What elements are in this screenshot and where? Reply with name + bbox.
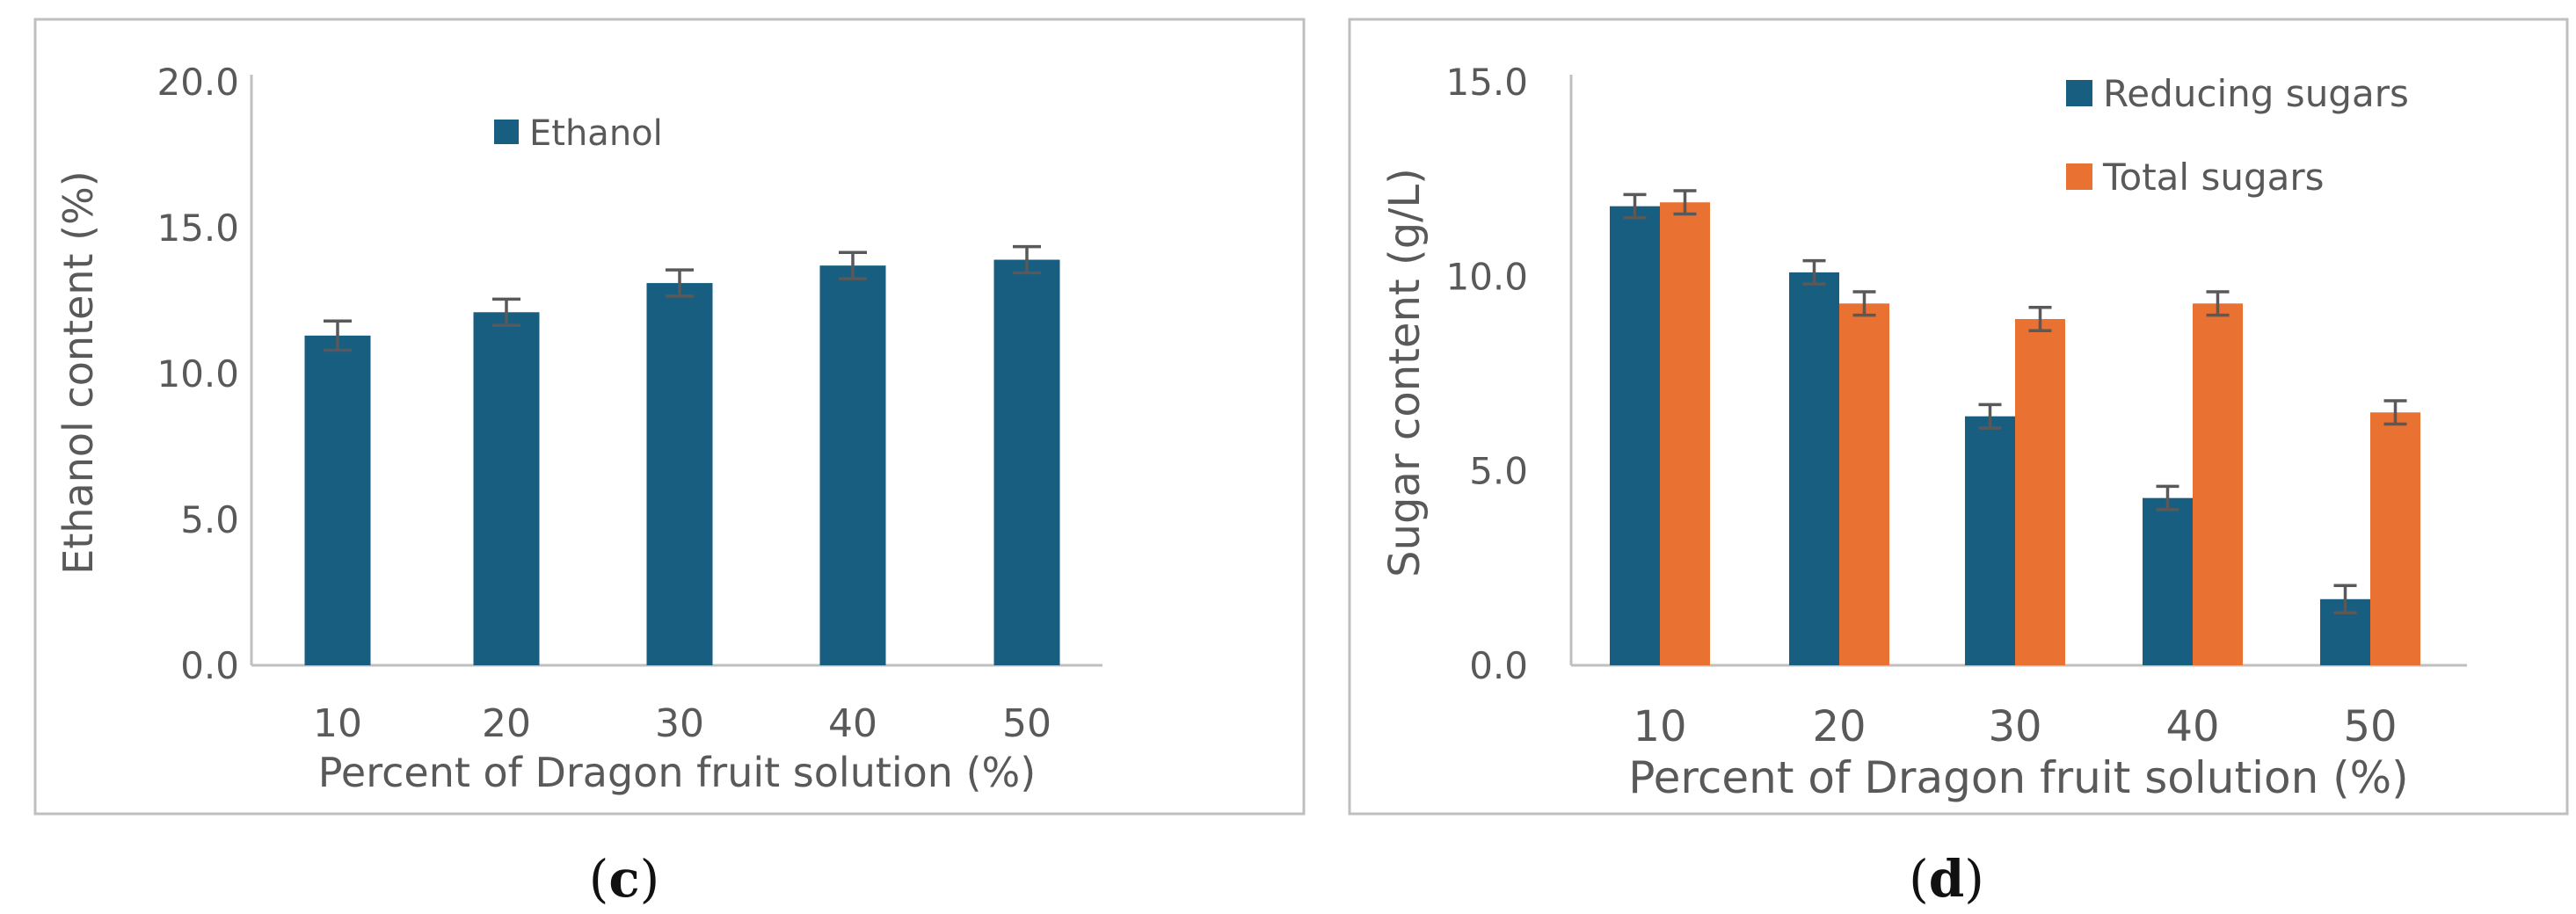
panel-label-paren: ( [589, 849, 609, 909]
panel-label-paren: ) [640, 849, 660, 909]
x-tick-label: 30 [1988, 702, 2041, 751]
legend-label-total-sugars: Total sugars [2102, 156, 2325, 199]
y-tick-label: 10.0 [156, 352, 239, 395]
chart-frame-undefined [33, 18, 1306, 816]
y-tick-label: 0.0 [1469, 644, 1528, 687]
bar-ethanol [819, 265, 886, 665]
bar-ethanol [304, 335, 371, 665]
y-axis-title: Sugar content (g/L) [1380, 168, 1430, 577]
bar-reducing-sugars [1789, 272, 1839, 665]
x-tick-label: 30 [655, 701, 704, 746]
x-tick-label: 50 [2343, 702, 2397, 751]
panel-label: (c) [589, 849, 660, 909]
bar-total-sugars [1839, 303, 1889, 665]
y-tick-label: 5.0 [1469, 450, 1528, 493]
y-tick-label: 20.0 [156, 61, 239, 104]
x-tick-label: 50 [1002, 701, 1052, 746]
bar-total-sugars [2015, 319, 2065, 665]
x-tick-label: 20 [482, 701, 531, 746]
y-tick-label: 15.0 [1445, 61, 1528, 104]
chart-frame-undefined [1348, 18, 2569, 816]
legend-swatch-reducing-sugars [2066, 80, 2092, 106]
x-axis-title: Percent of Dragon fruit solution (%) [318, 749, 1036, 796]
panel-label-letter: d [1929, 849, 1965, 909]
bar-ethanol [646, 283, 713, 665]
x-tick-label: 10 [313, 701, 362, 746]
panel-label: (d) [1909, 849, 1984, 909]
y-axis-title: Ethanol content (%) [55, 170, 102, 574]
x-axis-title: Percent of Dragon fruit solution (%) [1628, 752, 2408, 803]
y-tick-label: 5.0 [180, 498, 239, 541]
bar-ethanol [993, 259, 1060, 665]
legend-label-reducing-sugars: Reducing sugars [2103, 72, 2409, 115]
bar-total-sugars [1660, 202, 1710, 665]
legend-label-ethanol: Ethanol [529, 113, 663, 154]
legend-swatch-total-sugars [2066, 163, 2092, 190]
bar-reducing-sugars [2143, 497, 2193, 665]
y-tick-label: 10.0 [1445, 255, 1528, 298]
bar-total-sugars [2193, 303, 2243, 665]
panel-label-letter: c [608, 849, 639, 909]
x-tick-label: 40 [828, 701, 877, 746]
bar-total-sugars [2370, 412, 2420, 665]
y-tick-label: 15.0 [156, 207, 239, 250]
x-tick-label: 20 [1812, 702, 1866, 751]
bar-ethanol [473, 312, 540, 665]
x-tick-label: 10 [1633, 702, 1686, 751]
legend-swatch-ethanol [494, 120, 519, 144]
panel-label-paren: ) [1964, 849, 1984, 909]
bar-reducing-sugars [1610, 206, 1660, 666]
x-tick-label: 40 [2165, 702, 2219, 751]
bar-reducing-sugars [1965, 416, 2015, 665]
y-tick-label: 0.0 [180, 644, 239, 687]
panel-label-paren: ( [1909, 849, 1929, 909]
